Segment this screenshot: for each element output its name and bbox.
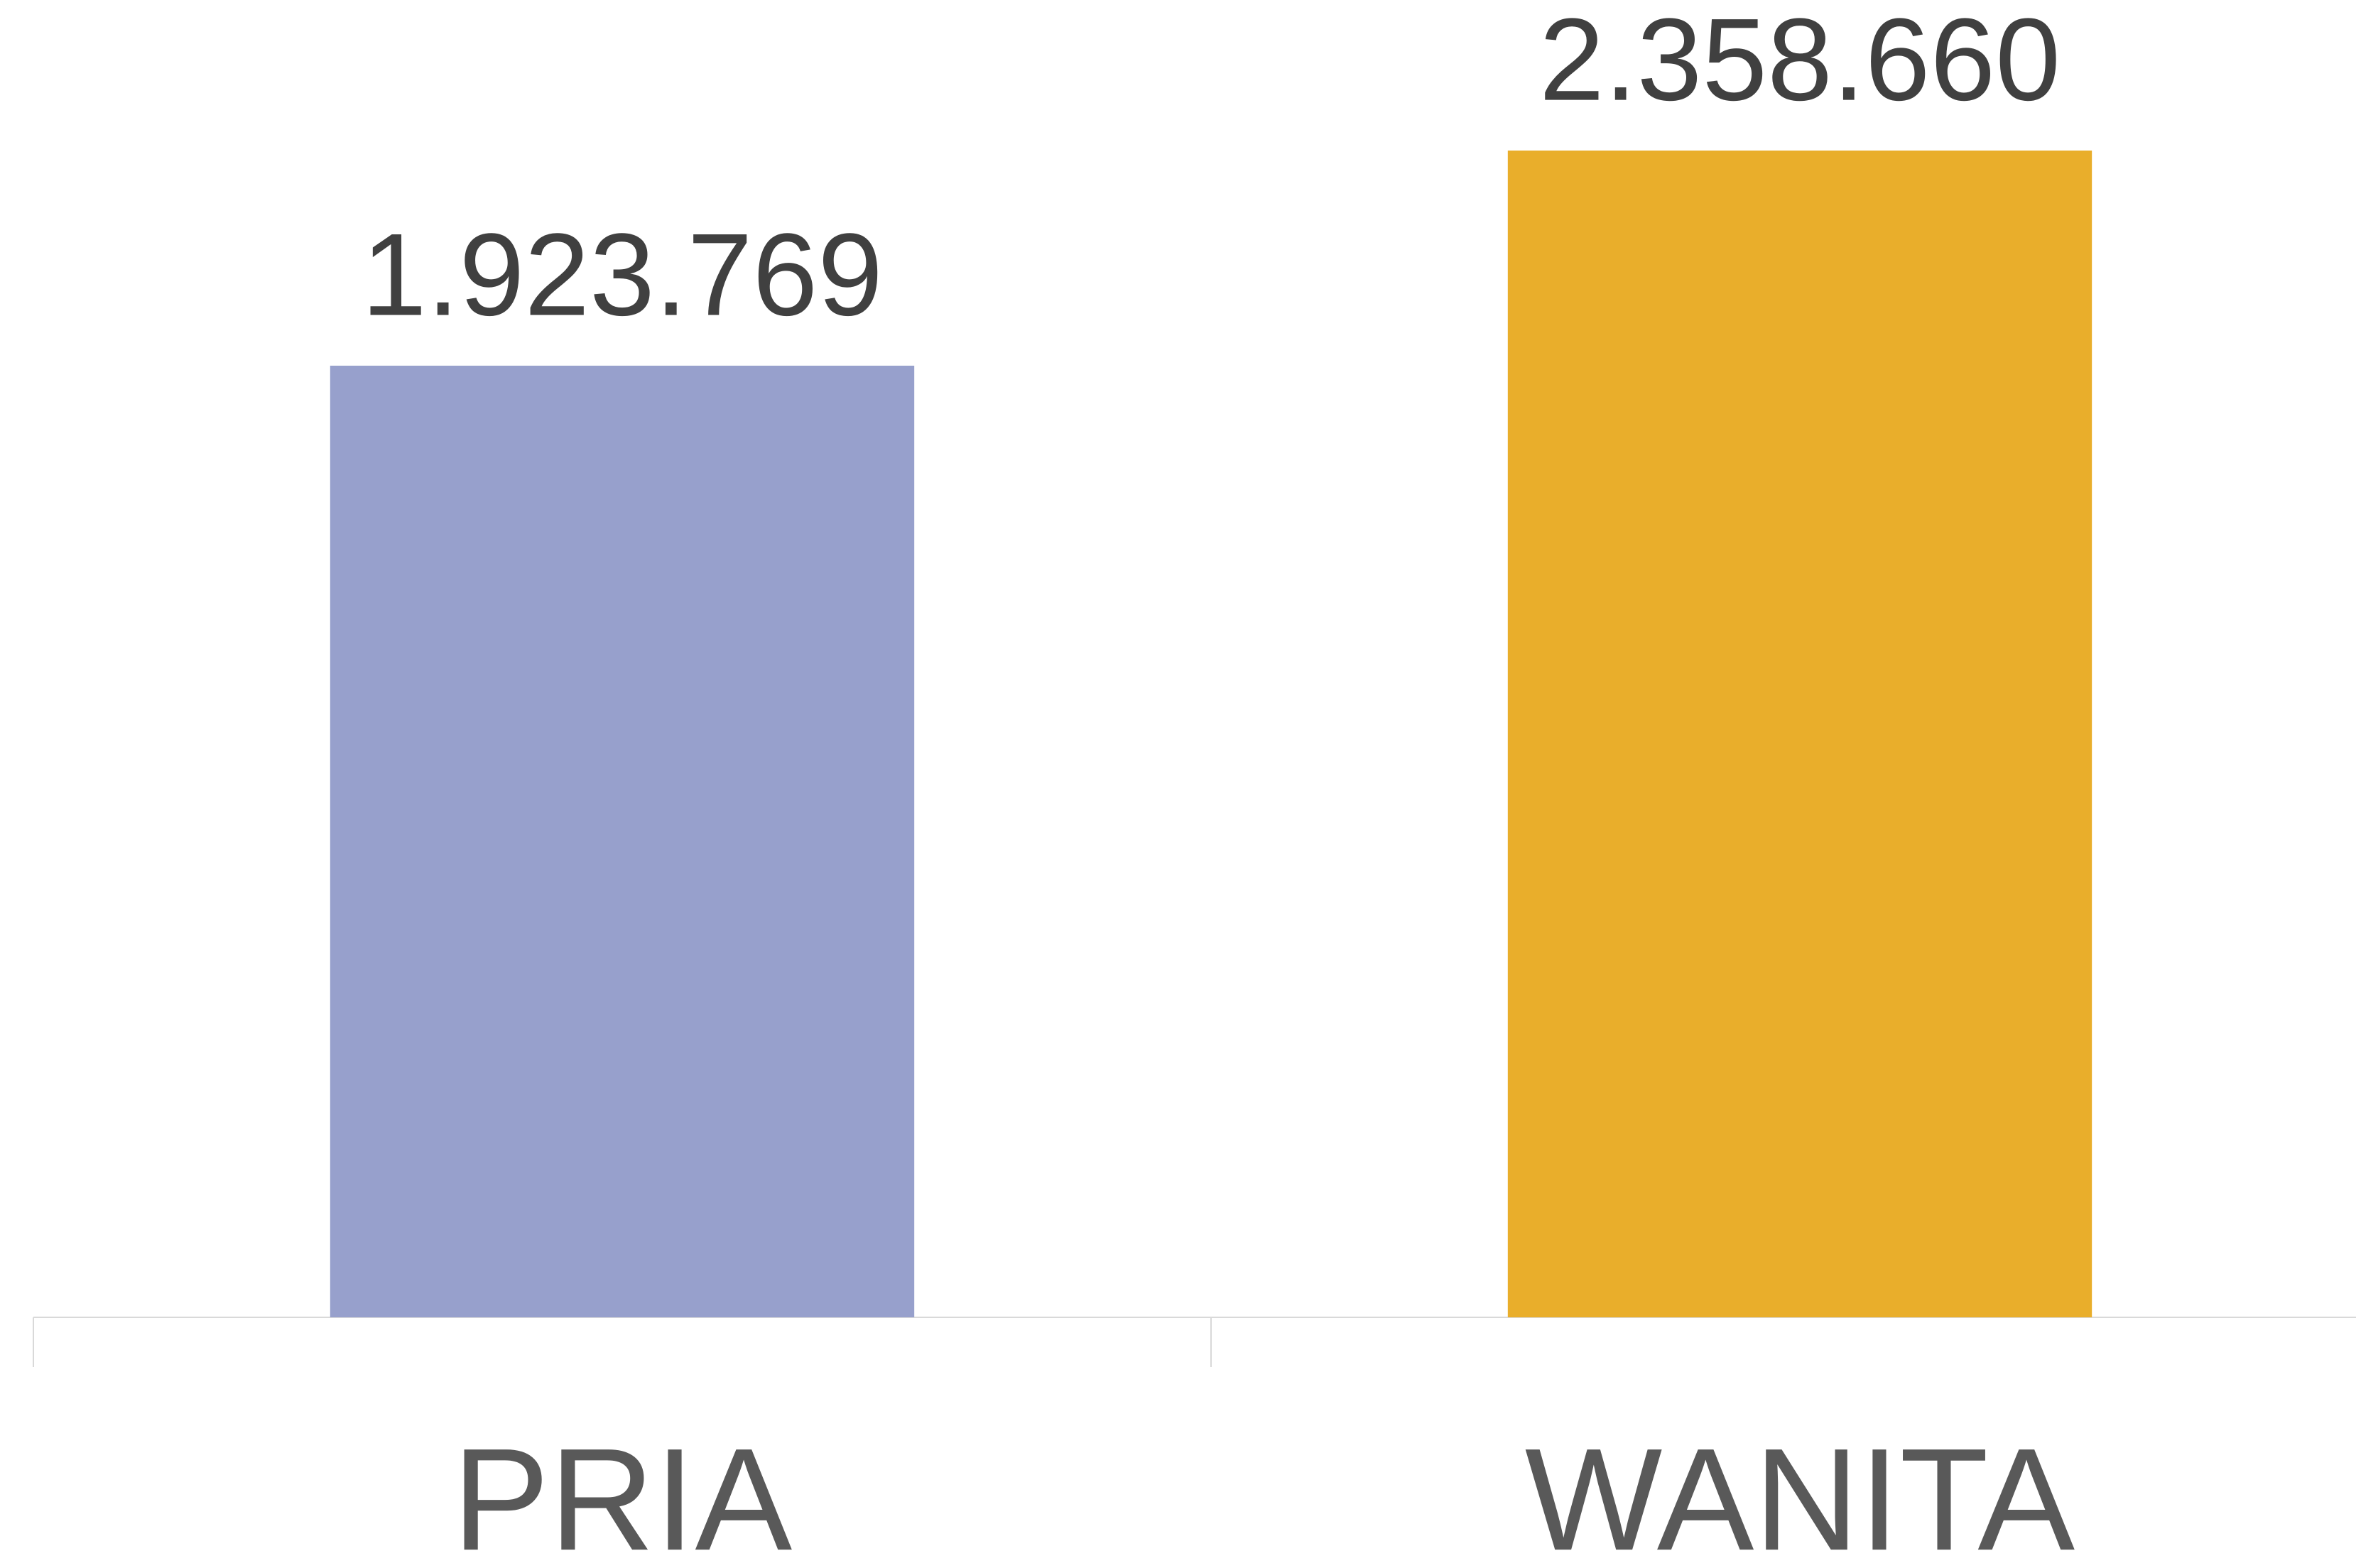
x-tick-label: PRIA [452,1418,793,1568]
data-label: 1.923.769 [362,209,883,340]
bar [1507,151,2092,1317]
x-tick-label: WANITA [1525,1418,2075,1568]
bar [330,365,915,1317]
data-label: 2.358.660 [1539,0,2061,125]
